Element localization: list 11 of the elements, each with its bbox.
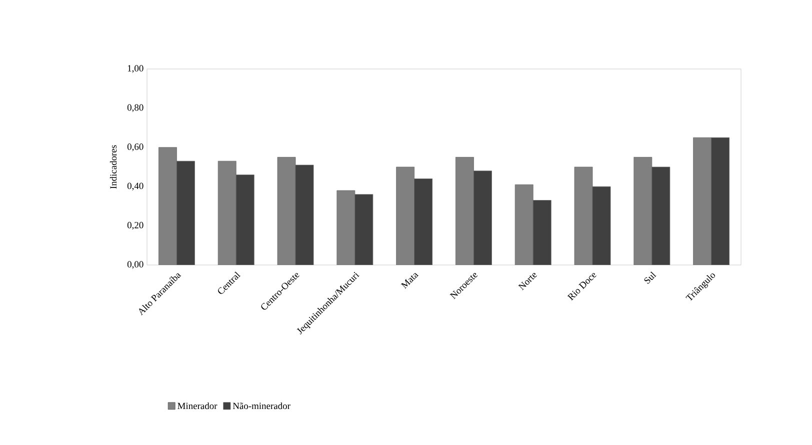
legend-label: Minerador xyxy=(178,402,218,410)
legend-label: Não-minerador xyxy=(232,402,290,410)
y-tick-label: 0,80 xyxy=(127,104,144,112)
x-tick-label: Sul xyxy=(644,272,656,284)
y-tick-label: 0,40 xyxy=(127,182,144,190)
x-tick-label: Mata xyxy=(400,273,419,289)
y-tick-label: 0,00 xyxy=(127,261,144,269)
y-tick-label: 0,20 xyxy=(127,222,144,230)
y-axis-title: Indicadores xyxy=(110,145,117,189)
y-tick-label: 1,00 xyxy=(128,65,144,73)
y-tick-label: 0,60 xyxy=(127,144,144,152)
